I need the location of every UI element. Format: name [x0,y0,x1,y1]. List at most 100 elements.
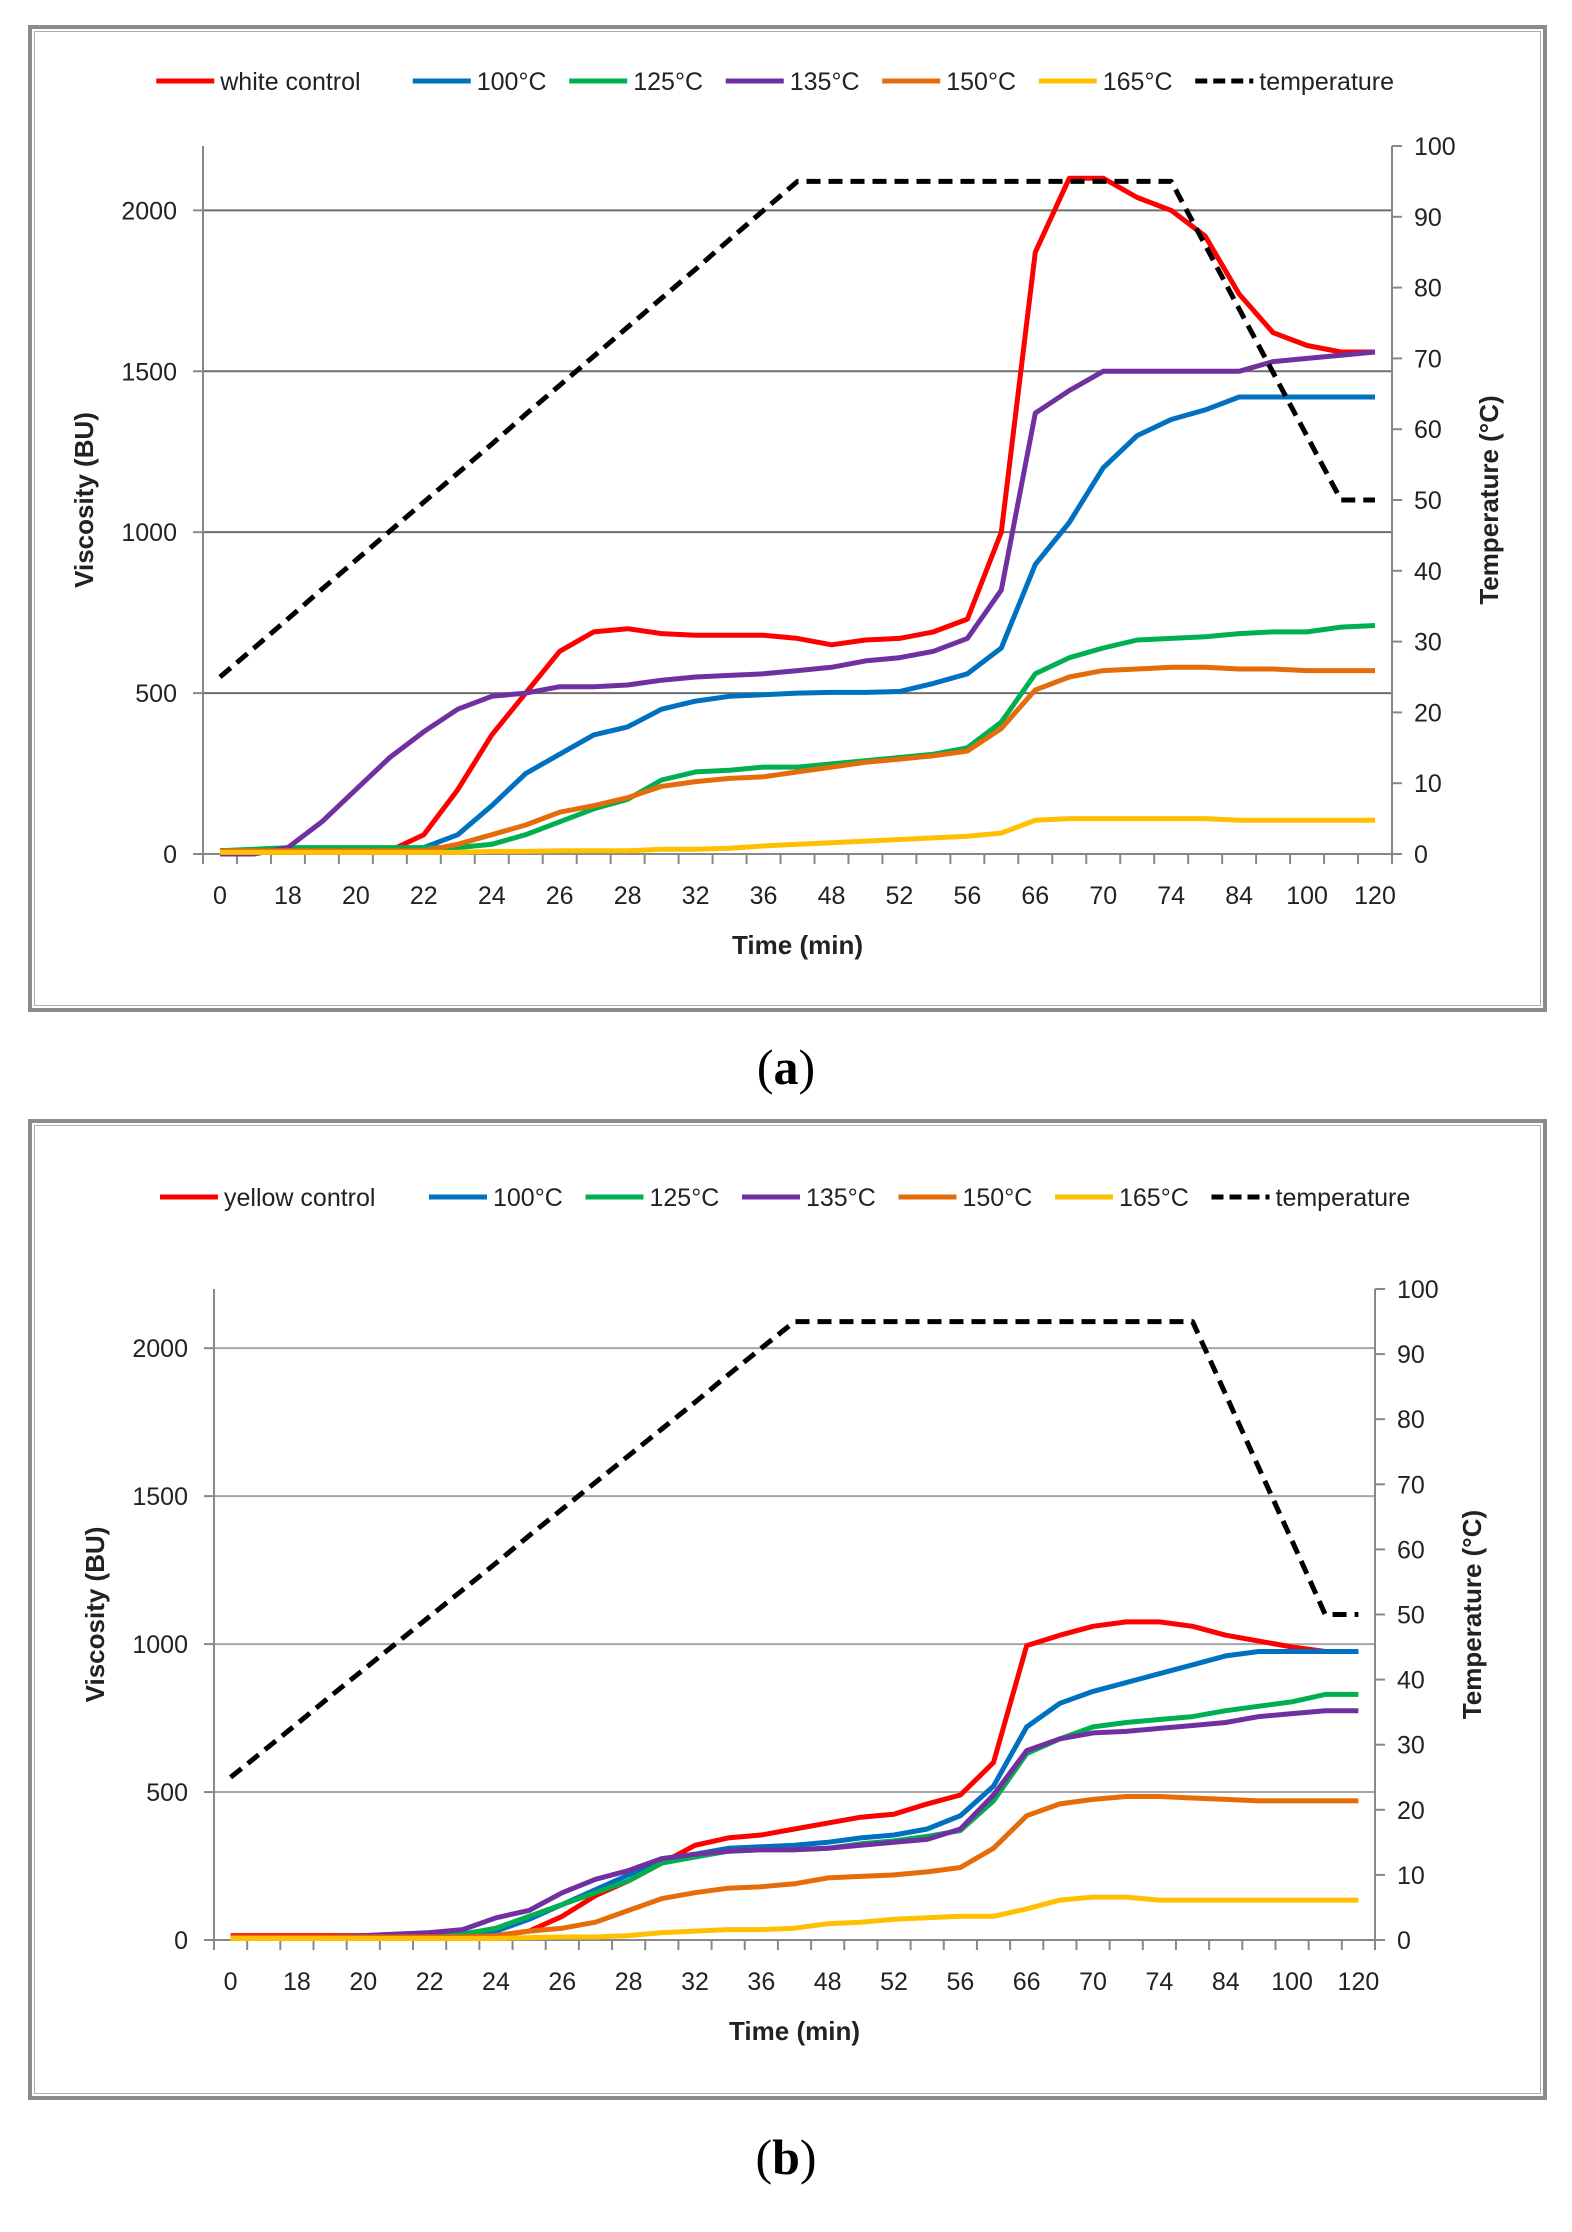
y-tick-label: 0 [163,841,177,869]
y-axis-title: Viscosity (BU) [69,412,99,588]
legend-label: 150°C [946,68,1016,96]
y2-tick-label: 0 [1414,841,1428,869]
x-tick-label: 84 [1212,1968,1240,1996]
y2-tick-label: 20 [1397,1797,1425,1825]
y2-tick-label: 10 [1414,770,1442,798]
x-tick-label: 0 [213,882,227,910]
series-line-150-c [230,1794,1359,1940]
y-tick-label: 2000 [132,1335,188,1363]
x-tick-label: 0 [224,1968,238,1996]
y2-tick-label: 70 [1397,1471,1425,1499]
x-tick-label: 36 [750,882,778,910]
series-line-white-control [220,175,1375,854]
y2-tick-label: 80 [1414,275,1442,303]
y2-tick-label: 90 [1397,1341,1425,1369]
legend-label: 125°C [650,1184,720,1212]
x-tick-label: 120 [1354,882,1396,910]
paren-close: ) [798,1039,816,1095]
x-tick-label: 20 [342,882,370,910]
y2-axis-title: Temperature (°C) [1457,1510,1487,1719]
x-tick-label: 28 [615,1968,643,1996]
x-tick-label: 100 [1271,1968,1313,1996]
x-tick-label: 84 [1225,882,1253,910]
x-tick-label: 24 [482,1968,510,1996]
legend-label: temperature [1276,1184,1411,1212]
y-tick-label: 2000 [121,197,177,225]
y2-tick-label: 60 [1397,1536,1425,1564]
x-tick-label: 28 [614,882,642,910]
panel-letter-a: a [773,1039,799,1095]
y2-tick-label: 20 [1414,699,1442,727]
x-tick-label: 120 [1338,1968,1380,1996]
legend-label: 125°C [633,68,703,96]
y-tick-label: 500 [135,680,177,708]
series-line-100-c [230,1649,1359,1940]
y-tick-label: 1000 [132,1631,188,1659]
x-tick-label: 52 [880,1968,908,1996]
x-tick-label: 66 [1013,1968,1041,1996]
x-tick-label: 18 [274,882,302,910]
y-tick-label: 1500 [132,1483,188,1511]
x-tick-label: 26 [548,1968,576,1996]
y2-tick-label: 0 [1397,1927,1411,1955]
y-tick-label: 1500 [121,358,177,386]
legend-label: 150°C [963,1184,1033,1212]
legend-label: 135°C [790,68,860,96]
y2-tick-label: 40 [1397,1667,1425,1695]
legend-label: 135°C [806,1184,876,1212]
y2-tick-label: 40 [1414,558,1442,586]
x-axis-title: Time (min) [732,930,863,960]
y2-tick-label: 100 [1397,1276,1439,1304]
paren-close: ) [799,2129,817,2185]
legend-label: 165°C [1119,1184,1189,1212]
x-tick-label: 48 [818,882,846,910]
x-tick-label: 20 [349,1968,377,1996]
x-tick-label: 22 [416,1968,444,1996]
x-tick-label: 100 [1286,882,1328,910]
legend-label: white control [219,68,360,96]
y2-axis-title: Temperature (°C) [1474,395,1504,604]
x-tick-label: 70 [1079,1968,1107,1996]
y-tick-label: 500 [146,1779,188,1807]
y-tick-label: 0 [174,1927,188,1955]
paren-open: ( [756,1039,774,1095]
y2-tick-label: 60 [1414,416,1442,444]
y2-tick-label: 30 [1397,1732,1425,1760]
paren-open: ( [755,2129,773,2185]
y2-tick-label: 80 [1397,1406,1425,1434]
legend-label: temperature [1259,68,1394,96]
legend: white control 100°C 125°C 135°C 150°C 165°C te… [156,68,1394,96]
series-line-135-c [220,349,1376,857]
y-axis-title: Viscosity (BU) [80,1527,110,1703]
x-tick-label: 74 [1157,882,1185,910]
legend: yellow control 100°C 125°C 135°C 150°C 165°C t… [160,1184,1410,1212]
x-tick-label: 66 [1021,882,1049,910]
legend-label: yellow control [224,1184,375,1212]
series-line-165-c [230,1894,1359,1941]
y2-tick-label: 50 [1397,1602,1425,1630]
x-tick-label: 74 [1145,1968,1173,1996]
x-tick-label: 56 [946,1968,974,1996]
x-tick-label: 24 [478,882,506,910]
y2-tick-label: 70 [1414,345,1442,373]
x-tick-label: 56 [953,882,981,910]
series-line-135-c [230,1708,1359,1940]
x-tick-label: 36 [747,1968,775,1996]
legend-label: 165°C [1103,68,1173,96]
panel-letter-b: b [772,2129,800,2185]
x-tick-label: 48 [814,1968,842,1996]
series-line-yellow-control [230,1619,1359,1939]
series-line-temperature [218,178,1375,679]
y-tick-label: 1000 [121,519,177,547]
series-line-125-c [219,623,1376,854]
legend-label: 100°C [477,68,547,96]
y2-tick-label: 10 [1397,1862,1425,1890]
y2-tick-label: 90 [1414,204,1442,232]
x-tick-label: 32 [682,882,710,910]
y2-tick-label: 30 [1414,629,1442,657]
x-tick-label: 70 [1089,882,1117,910]
y2-tick-label: 100 [1414,133,1456,161]
